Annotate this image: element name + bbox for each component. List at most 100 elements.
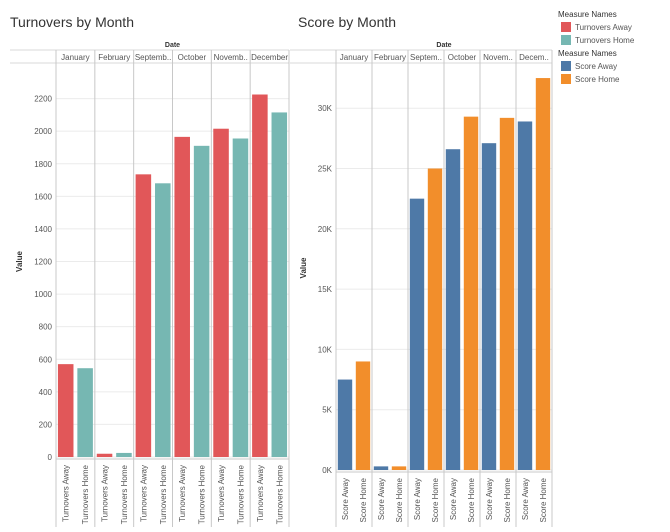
chart-title: Score by Month <box>298 14 396 30</box>
legend-label: Score Away <box>575 61 618 71</box>
bar-home <box>499 117 515 470</box>
category-label: Score Home <box>503 477 512 522</box>
y-tick-label: 15K <box>318 285 333 294</box>
bar-home <box>77 368 93 457</box>
y-tick-label: 400 <box>39 388 53 397</box>
bar-away <box>481 143 497 471</box>
month-label: January <box>61 53 89 62</box>
y-tick-label: 0 <box>48 453 53 462</box>
bar-away <box>445 149 461 470</box>
category-label: Turnovers Away <box>256 465 265 522</box>
swatch-score-away <box>561 61 571 71</box>
legend-item-turnovers-away[interactable]: Turnovers Away <box>561 22 668 32</box>
category-label: Turnovers Away <box>62 465 71 522</box>
category-label: Turnovers Home <box>198 464 207 524</box>
column-header: Date <box>436 42 451 49</box>
y-tick-label: 200 <box>39 420 53 429</box>
month-label: February <box>374 53 406 62</box>
y-tick-label: 30K <box>318 104 333 113</box>
bar-away <box>96 453 113 457</box>
legend-score: Measure Names Score Away Score Home <box>558 49 668 84</box>
category-label: Score Home <box>359 477 368 522</box>
y-tick-label: 2200 <box>34 95 52 104</box>
bar-home <box>427 168 443 471</box>
y-tick-label: 1800 <box>34 160 52 169</box>
y-tick-label: 25K <box>318 165 333 174</box>
y-tick-label: 0K <box>322 466 332 475</box>
bar-away <box>135 174 152 457</box>
category-label: Turnovers Away <box>178 465 187 522</box>
category-label: Turnovers Away <box>217 465 226 522</box>
column-header: Date <box>165 42 180 49</box>
category-label: Score Away <box>521 478 530 520</box>
bar-away <box>213 128 229 458</box>
category-label: Score Home <box>539 477 548 522</box>
category-label: Turnovers Home <box>81 464 90 524</box>
category-label: Score Away <box>377 478 386 520</box>
category-label: Score Home <box>431 477 440 522</box>
month-label: October <box>448 53 477 62</box>
bar-home <box>355 361 371 470</box>
month-label: Decem.. <box>519 53 549 62</box>
bar-home <box>535 78 551 471</box>
legend-item-turnovers-home[interactable]: Turnovers Home <box>561 35 668 45</box>
y-tick-label: 2000 <box>34 127 52 136</box>
y-tick-label: 20K <box>318 225 333 234</box>
legend-title-turnovers: Measure Names <box>558 10 617 19</box>
category-label: Turnovers Home <box>236 464 245 524</box>
y-axis-label: Value <box>15 251 24 272</box>
category-label: Score Away <box>449 478 458 520</box>
month-label: October <box>178 53 207 62</box>
y-axis-label: Value <box>299 257 308 278</box>
month-label: Septemb.. <box>135 53 171 62</box>
month-label: January <box>340 53 368 62</box>
swatch-turnovers-home <box>561 35 571 45</box>
legend-title-score: Measure Names <box>558 49 617 58</box>
month-label: December <box>251 53 288 62</box>
y-tick-label: 800 <box>39 323 53 332</box>
y-tick-label: 10K <box>318 345 333 354</box>
bar-home <box>193 145 210 457</box>
bar-home <box>271 112 288 458</box>
bar-away <box>252 94 268 458</box>
legend-label: Turnovers Home <box>575 35 635 45</box>
y-tick-label: 5K <box>322 406 332 415</box>
turnovers-chart: Turnovers by Month Date 0 200 400 600 800 1000 1… <box>10 14 290 527</box>
category-label: Turnovers Home <box>120 464 129 524</box>
legend-panel: Measure Names Turnovers Away Turnovers H… <box>558 8 668 88</box>
legend-label: Turnovers Away <box>575 22 632 32</box>
category-label: Turnovers Home <box>275 464 284 524</box>
category-label: Turnovers Away <box>101 465 110 522</box>
bar-home <box>391 466 407 470</box>
bar-away <box>517 121 533 471</box>
month-label: February <box>98 53 130 62</box>
month-label: Novem.. <box>483 53 513 62</box>
chart-title: Turnovers by Month <box>10 14 134 30</box>
y-tick-label: 1600 <box>34 192 52 201</box>
category-label: Score Home <box>395 477 404 522</box>
category-label: Score Away <box>485 478 494 520</box>
category-label: Score Away <box>341 478 350 520</box>
bar-away <box>57 364 74 457</box>
bar-home <box>463 116 479 470</box>
bar-home <box>116 452 132 457</box>
legend-label: Score Home <box>575 74 620 84</box>
y-tick-label: 1000 <box>34 290 52 299</box>
bar-away <box>174 136 190 457</box>
swatch-score-home <box>561 74 571 84</box>
y-tick-label: 1200 <box>34 258 52 267</box>
month-label: Septem.. <box>410 53 442 62</box>
category-label: Turnovers Home <box>159 464 168 524</box>
legend-item-score-home[interactable]: Score Home <box>561 74 668 84</box>
bar-home <box>155 183 171 458</box>
category-label: Score Home <box>467 477 476 522</box>
legend-item-score-away[interactable]: Score Away <box>561 61 668 71</box>
month-label: Novemb.. <box>214 53 248 62</box>
bar-away <box>373 466 389 470</box>
category-label: Score Away <box>413 478 422 520</box>
bar-away <box>409 198 425 470</box>
score-chart: Score by Month Date 0K 5K 10K 15K 20K 25K 30K Val… <box>290 14 553 527</box>
bar-away <box>337 379 353 470</box>
legend-turnovers: Measure Names Turnovers Away Turnovers H… <box>558 10 668 45</box>
